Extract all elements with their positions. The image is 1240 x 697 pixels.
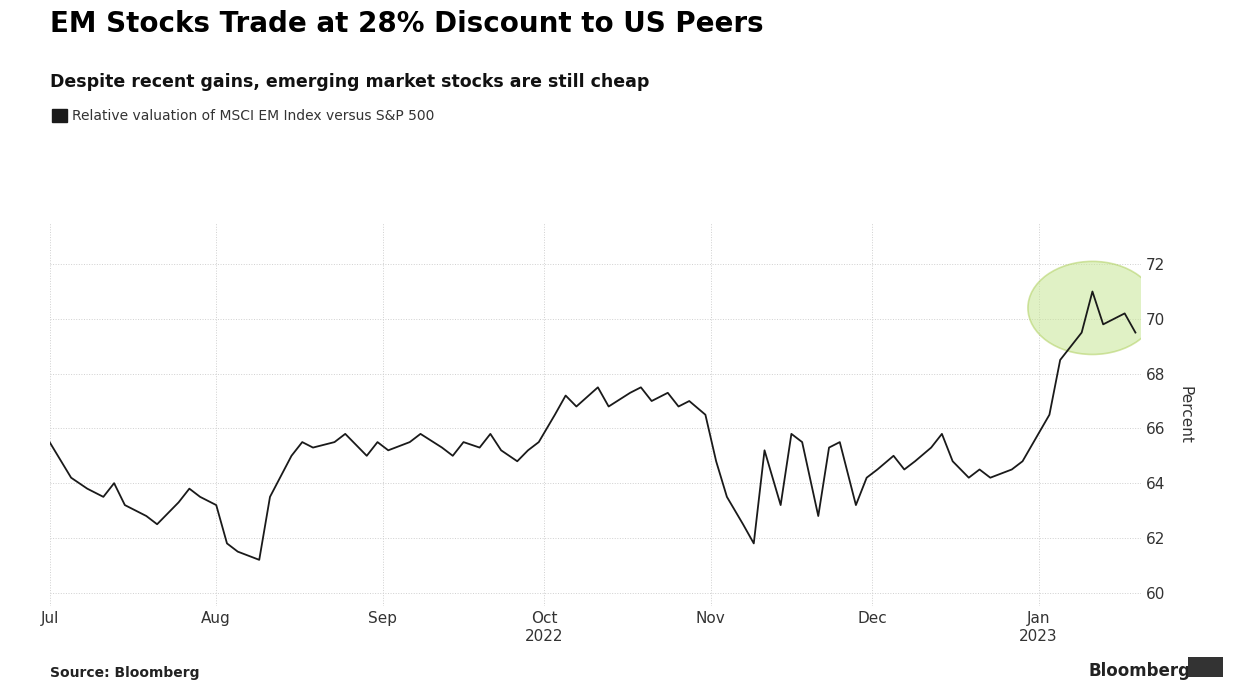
Y-axis label: Percent: Percent [1178, 385, 1193, 444]
Text: EM Stocks Trade at 28% Discount to US Peers: EM Stocks Trade at 28% Discount to US Pe… [50, 10, 764, 38]
Text: Despite recent gains, emerging market stocks are still cheap: Despite recent gains, emerging market st… [50, 73, 649, 91]
Text: Relative valuation of MSCI EM Index versus S&P 500: Relative valuation of MSCI EM Index vers… [72, 109, 434, 123]
Text: Bloomberg: Bloomberg [1089, 661, 1190, 680]
Ellipse shape [1028, 261, 1157, 355]
Text: Source: Bloomberg: Source: Bloomberg [50, 666, 200, 680]
